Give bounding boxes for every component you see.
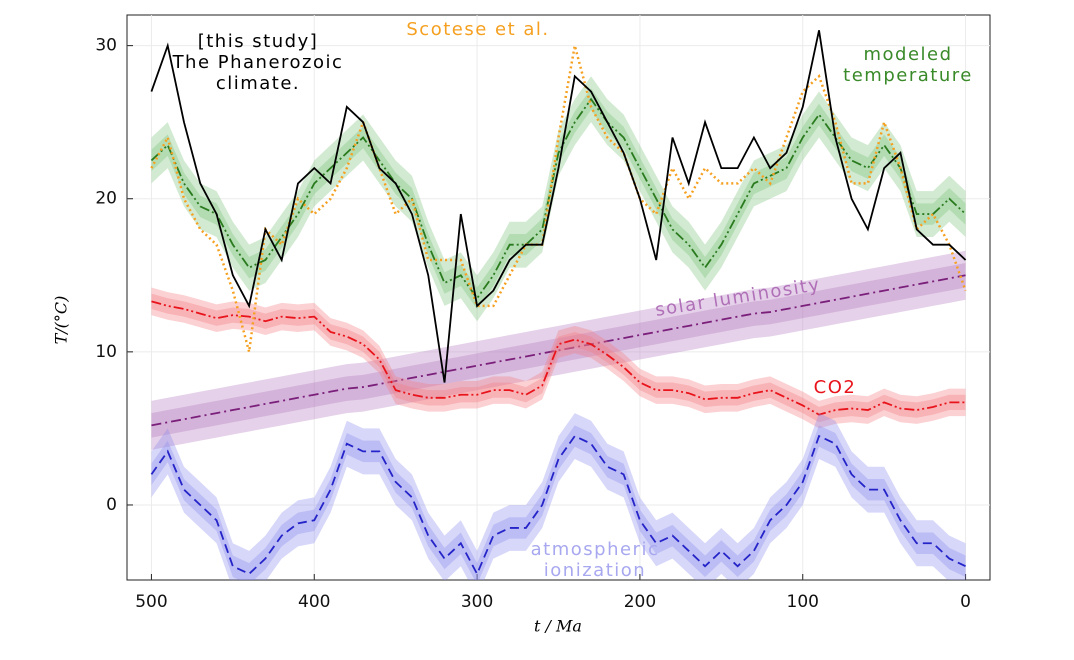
series-line	[150, 30, 967, 383]
x-tick-label: 300	[461, 592, 493, 612]
series-label: The Phanerozoic	[172, 52, 344, 73]
x-tick-label: 200	[624, 592, 656, 612]
series-line	[150, 434, 966, 576]
uncertainty-band	[151, 263, 966, 438]
series-label: [this study]	[198, 31, 319, 52]
x-axis-label: t / Ma	[534, 617, 582, 636]
y-tick-label: 20	[95, 189, 117, 209]
x-tick-label: 100	[787, 592, 819, 612]
series-line	[150, 97, 967, 300]
plot-area	[150, 30, 967, 580]
series-label: atmospheric	[531, 539, 660, 560]
uncertainty-band	[151, 250, 966, 450]
y-tick-label: 10	[95, 342, 117, 362]
x-tick-label: 500	[135, 592, 167, 612]
x-tick-label: 400	[298, 592, 330, 612]
series-label: ionization	[544, 560, 646, 581]
y-axis-label: T/(°C)	[52, 296, 71, 345]
uncertainty-band	[151, 287, 966, 429]
x-tick-label: 0	[960, 592, 971, 612]
series-line	[151, 300, 966, 416]
uncertainty-band	[151, 293, 966, 423]
series-label: CO2	[814, 377, 857, 398]
series-label: climate.	[216, 73, 300, 94]
series-label: temperature	[843, 65, 973, 86]
y-tick-label: 30	[95, 36, 117, 56]
series-label: modeled	[863, 44, 952, 65]
uncertainty-band	[151, 88, 966, 309]
uncertainty-band	[151, 76, 966, 322]
y-tick-label: 0	[106, 495, 117, 515]
series-label: Scotese et al.	[406, 19, 549, 40]
series-line	[151, 274, 966, 427]
uncertainty-band	[151, 413, 966, 580]
uncertainty-band	[151, 425, 966, 580]
